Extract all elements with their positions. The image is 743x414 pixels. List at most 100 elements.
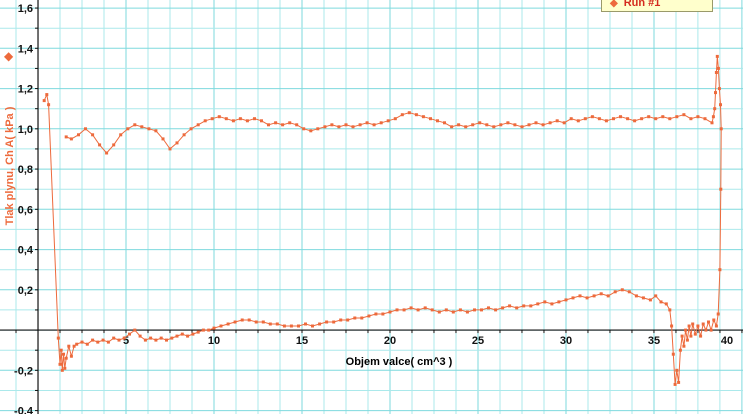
data-point-marker [56,336,60,340]
data-point-marker [471,123,475,127]
data-point-marker [274,121,278,125]
data-point-marker [240,318,244,322]
y-tick-label: -0,2 [14,365,33,377]
data-point-marker [77,133,80,137]
data-point-marker [654,294,658,298]
data-point-marker [515,306,519,310]
data-point-marker [520,125,524,129]
data-point-marker [536,302,540,306]
data-point-marker [159,336,163,340]
data-point-marker [395,308,399,312]
data-point-marker [402,308,406,312]
data-point-marker [619,115,622,119]
data-point-marker [627,290,631,294]
y-tick-label: 1,4 [18,43,34,55]
data-point-marker [168,147,172,151]
data-point-marker [648,298,652,302]
data-point-marker [429,117,432,121]
data-point-marker [409,306,413,310]
data-point-marker [165,338,168,342]
data-point-marker [64,356,68,360]
data-point-marker [386,119,390,123]
data-point-marker [675,115,679,119]
data-point-marker [590,115,594,119]
data-point-marker [713,107,717,111]
data-point-marker [685,338,689,342]
data-point-marker [372,123,376,127]
data-point-marker [714,71,718,74]
data-point-marker [316,127,320,131]
data-point-marker [346,318,350,322]
y-tick-label: 1,6 [18,3,33,15]
y-tick-label: 1,2 [18,84,33,96]
data-point-marker [670,324,674,328]
data-point-marker [353,316,357,320]
data-point-marker [189,127,193,131]
data-point-marker [499,123,503,127]
data-point-marker [325,320,329,324]
data-point-marker [555,119,559,123]
y-tick-label: -0,4 [14,406,34,414]
data-point-marker [704,328,708,332]
data-point-marker [133,123,137,127]
data-point-marker [682,344,686,348]
data-point-marker [626,117,630,121]
data-point-marker [654,117,658,121]
data-point-marker [550,302,554,306]
data-point-marker [485,123,489,127]
data-point-marker [69,354,73,358]
data-point-marker [682,113,686,117]
data-point-marker [367,314,371,318]
data-point-marker [522,304,526,308]
data-point-marker [716,312,720,316]
data-point-marker [661,115,665,119]
channel-a-diamond-icon: ◆ [4,49,14,63]
data-point-marker [465,310,469,314]
data-point-marker [430,308,434,312]
data-point-marker [613,290,617,294]
data-point-marker [58,362,62,366]
data-point-marker [709,328,713,332]
data-point-marker [203,119,207,123]
data-point-marker [712,318,716,322]
data-point-marker [457,123,461,127]
data-point-marker [154,129,158,133]
legend-box[interactable]: ◆ Run #1 [601,0,713,12]
data-point-marker [224,117,228,121]
data-point-marker [261,320,265,324]
data-point-marker [147,127,151,131]
data-point-marker [680,334,684,338]
data-point-marker [98,143,102,147]
data-point-marker [571,296,575,300]
data-point-marker [201,328,205,332]
data-point-marker [414,113,418,117]
data-point-marker [416,308,420,312]
data-point-marker [330,123,334,127]
data-point-marker [691,322,695,326]
data-point-marker [332,320,336,324]
data-point-marker [719,187,723,191]
data-point-marker [175,141,179,145]
data-point-marker [281,123,285,127]
y-tick-label: 0,4 [18,245,34,257]
data-point-marker [297,324,300,328]
data-point-marker [714,91,717,95]
data-point-marker [508,304,512,308]
data-point-marker [583,117,587,121]
data-point-marker [119,133,123,137]
data-point-marker [117,338,121,342]
x-axis-title[interactable]: Objem valce( cm^3 ) [345,356,453,368]
data-point-marker [407,111,411,115]
data-point-marker [207,328,211,332]
data-point-marker [140,125,144,129]
data-point-marker [374,312,378,316]
series-run1[interactable] [42,54,723,386]
data-point-marker [715,54,719,58]
data-point-marker [492,125,496,129]
data-point-marker [337,125,341,129]
data-point-marker [673,382,677,386]
x-tick-label: 10 [208,335,220,347]
y-axis-title[interactable]: Tlak plynu, Ch A( kPa ) [4,106,16,226]
